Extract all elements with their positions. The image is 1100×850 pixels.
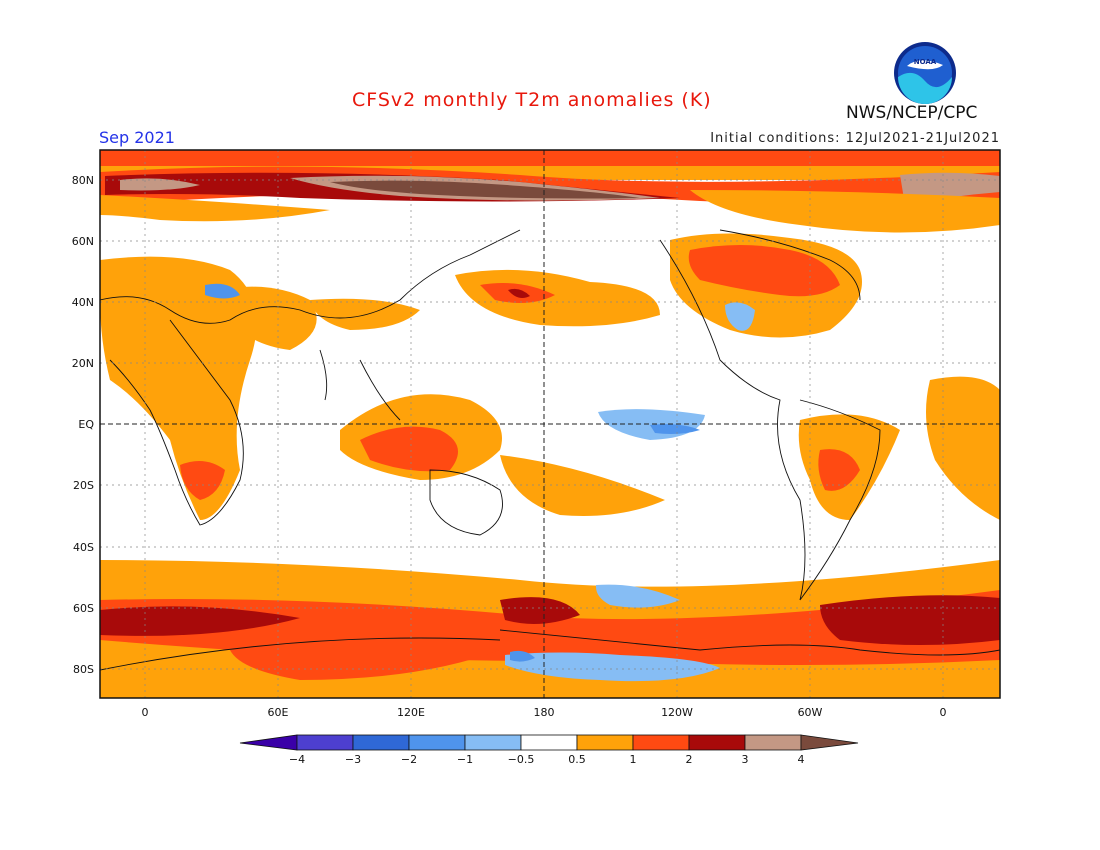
colorbar-swatch: [632, 734, 690, 751]
map-frame: [99, 149, 1001, 699]
colorbar-label: −2: [401, 753, 417, 766]
colorbar-label: −1: [457, 753, 473, 766]
colorbar-swatch: [520, 734, 578, 751]
lon-tick: 0: [940, 706, 947, 719]
lon-tick: 0: [142, 706, 149, 719]
map-title: CFSv2 monthly T2m anomalies (K): [352, 89, 712, 111]
forecast-month: Sep 2021: [99, 128, 175, 147]
initial-conditions: Initial conditions: 12Jul2021-21Jul2021: [710, 131, 1000, 146]
colorbar-label: −4: [289, 753, 305, 766]
coastlines: [100, 229, 1000, 671]
lat-tick: 60N: [72, 235, 94, 248]
lat-tick: 20S: [73, 479, 94, 492]
colorbar-label: 4: [798, 753, 805, 766]
lon-tick: 180: [534, 706, 555, 719]
lat-tick: EQ: [78, 418, 94, 431]
lat-tick: 40S: [73, 541, 94, 554]
lon-tick: 120E: [397, 706, 425, 719]
colorbar-label: 1: [630, 753, 637, 766]
noaa-logo: NOAA: [894, 42, 956, 104]
colorbar-labels: −4 −3 −2 −1 −0.5 0.5 1 2 3 4: [289, 753, 805, 766]
colorbar-swatch: [576, 734, 634, 751]
lon-axis: 0 60E 120E 180 120W 60W 0: [142, 706, 947, 719]
lon-tick: 60W: [798, 706, 823, 719]
lat-axis: 80N 60N 40N 20N EQ 20S 40S 60S 80S: [72, 174, 95, 676]
colorbar-swatch: [744, 734, 802, 751]
lat-tick: 80N: [72, 174, 94, 187]
lat-tick: 20N: [72, 357, 94, 370]
agency-label: NWS/NCEP/CPC: [846, 103, 978, 123]
lat-tick: 80S: [73, 663, 94, 676]
colorbar-label: 0.5: [568, 753, 586, 766]
graticule: [100, 150, 1000, 698]
colorbar-label: 2: [686, 753, 693, 766]
colorbar: [239, 734, 859, 751]
colorbar-label: −3: [345, 753, 361, 766]
colorbar-label: −0.5: [508, 753, 535, 766]
colorbar-swatch: [408, 734, 466, 751]
colorbar-swatch: [464, 734, 522, 751]
colorbar-swatch: [800, 734, 859, 751]
lat-tick: 40N: [72, 296, 94, 309]
colorbar-swatch: [688, 734, 746, 751]
lat-tick: 60S: [73, 602, 94, 615]
colorbar-swatch: [239, 734, 298, 751]
lon-tick: 120W: [661, 706, 693, 719]
colorbar-label: 3: [742, 753, 749, 766]
equator-dateline: [100, 150, 1000, 698]
lon-tick: 60E: [268, 706, 289, 719]
svg-text:NOAA: NOAA: [914, 58, 937, 66]
colorbar-swatch: [352, 734, 410, 751]
colorbar-swatch: [296, 734, 354, 751]
map-body: [100, 150, 1000, 698]
